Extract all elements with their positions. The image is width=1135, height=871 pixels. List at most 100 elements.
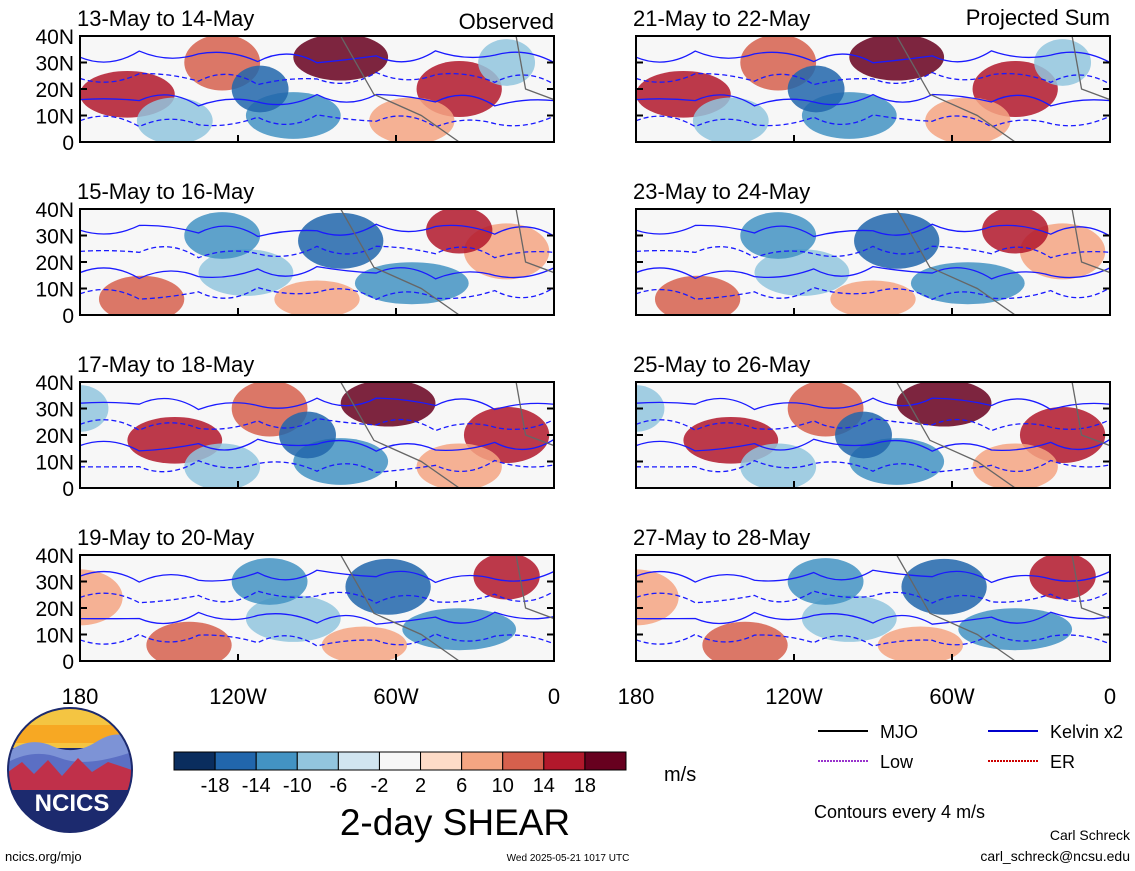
shear-blob (369, 97, 455, 142)
latitude-tick-label: 0 (62, 651, 74, 674)
shear-blob (402, 608, 517, 651)
colorbar-tick-label: -2 (371, 775, 389, 797)
shear-blob (245, 595, 341, 642)
shear-blob (184, 443, 261, 488)
panel-date-title: 17-May to 18-May (77, 352, 254, 377)
panel-date-title: 13-May to 14-May (77, 6, 254, 31)
logo-text: NCICS (35, 790, 110, 817)
latitude-tick-label: 40N (35, 372, 74, 395)
shear-blob (877, 626, 964, 661)
shear-field (80, 382, 554, 488)
shear-blob (636, 569, 679, 626)
kelvin-contour (80, 114, 554, 128)
longitude-tick-label: 180 (62, 684, 99, 709)
latitude-tick-label: 10N (35, 625, 74, 648)
kelvin-contour (636, 93, 1110, 107)
colorbar-swatch (173, 751, 216, 771)
kelvin-contour (80, 71, 554, 86)
kelvin-contour (636, 265, 1110, 280)
shear-field (636, 382, 1110, 488)
longitude-tick-label: 120W (209, 684, 267, 709)
longitude-tick-label: 180 (618, 684, 655, 709)
latitude-tick-label: 30N (35, 572, 74, 595)
longitude-tick-label: 60W (929, 684, 974, 709)
latitude-tick-label: 40N (35, 26, 74, 49)
shear-blob (321, 626, 408, 661)
latitude-tick-label: 40N (35, 545, 74, 568)
map-panel: 40N 30N 20N 10N 0 13-May to 14-May (35, 6, 555, 155)
legend-label: MJO (880, 722, 918, 742)
colorbar-tick-label: -18 (201, 775, 230, 797)
latitude-tick-label: 20N (35, 598, 74, 621)
shear-blob (849, 36, 945, 81)
chart-title: 2-day SHEAR (340, 802, 570, 843)
latitude-tick-label: 20N (35, 79, 74, 102)
shear-blob (740, 212, 817, 259)
panel-date-title: 25-May to 26-May (633, 352, 810, 377)
legend: MJO Kelvin x2 Low ER (818, 722, 1123, 772)
shear-blob (478, 39, 536, 86)
latitude-tick-label: 20N (35, 252, 74, 275)
coastline (896, 209, 1016, 315)
shear-blob (830, 280, 916, 315)
kelvin-contour (636, 417, 1110, 432)
footer-timestamp: Wed 2025-05-21 1017 UTC (507, 853, 630, 864)
colorbar-tick-label: -6 (329, 775, 347, 797)
kelvin-contour (636, 245, 1110, 259)
panel-date-title: 19-May to 20-May (77, 525, 254, 550)
coastline (340, 555, 460, 661)
coastline (340, 209, 460, 315)
colorbar-swatch (378, 751, 422, 771)
kelvin-contour (80, 93, 554, 107)
kelvin-contour (80, 286, 554, 301)
panel-date-title: 21-May to 22-May (633, 6, 810, 31)
shear-blob (835, 411, 892, 459)
longitude-tick-label: 120W (765, 684, 823, 709)
projected-column-title: Projected Sum (966, 5, 1110, 30)
shear-blob (354, 262, 469, 305)
colorbar-tick-label: -10 (283, 775, 312, 797)
shear-blob (80, 385, 109, 432)
map-panel: 23-May to 24-May (633, 179, 1111, 316)
colorbar-tick-label: 14 (533, 775, 555, 797)
kelvin-contour (80, 633, 554, 647)
kelvin-contour (80, 245, 554, 259)
legend-label: ER (1050, 752, 1075, 772)
panel-date-title: 23-May to 24-May (633, 179, 810, 204)
colorbar-swatch (502, 751, 545, 771)
shear-blob (279, 411, 336, 459)
latitude-tick-label: 30N (35, 399, 74, 422)
coastline (340, 36, 460, 142)
shear-blob (80, 569, 123, 626)
shear-blob (702, 621, 788, 661)
colorbar-swatch (255, 751, 298, 771)
kelvin-contour (636, 223, 1110, 238)
shear-blob (298, 212, 384, 269)
longitude-tick-label: 60W (373, 684, 418, 709)
colorbar-tick-label: 10 (492, 775, 514, 797)
kelvin-contour (636, 114, 1110, 128)
colorbar-swatch (543, 751, 586, 771)
shear-blob (293, 36, 389, 81)
kelvin-contour (80, 438, 554, 452)
coastline (1071, 209, 1110, 274)
colorbar-tick-label: -14 (242, 775, 271, 797)
colorbar-tick-label: 2 (415, 775, 426, 797)
shear-blob (340, 382, 436, 427)
observed-column-title: Observed (459, 9, 554, 34)
latitude-tick-label: 40N (35, 199, 74, 222)
latitude-tick-label: 0 (62, 132, 74, 155)
colorbar: -18 -14 -10 -6 -2 2 6 10 14 18 (173, 751, 627, 797)
kelvin-contour (80, 569, 554, 584)
footer-email: carl_schreck@ncsu.edu (980, 848, 1130, 864)
colorbar-unit: m/s (664, 764, 696, 786)
latitude-tick-label: 0 (62, 305, 74, 328)
kelvin-contour (636, 459, 1110, 474)
kelvin-contour (636, 569, 1110, 584)
contour-note: Contours every 4 m/s (814, 802, 985, 822)
footer-author: Carl Schreck (1050, 827, 1131, 843)
shear-blob (801, 595, 897, 642)
shear-blob (740, 443, 817, 488)
shear-blob (910, 262, 1025, 305)
